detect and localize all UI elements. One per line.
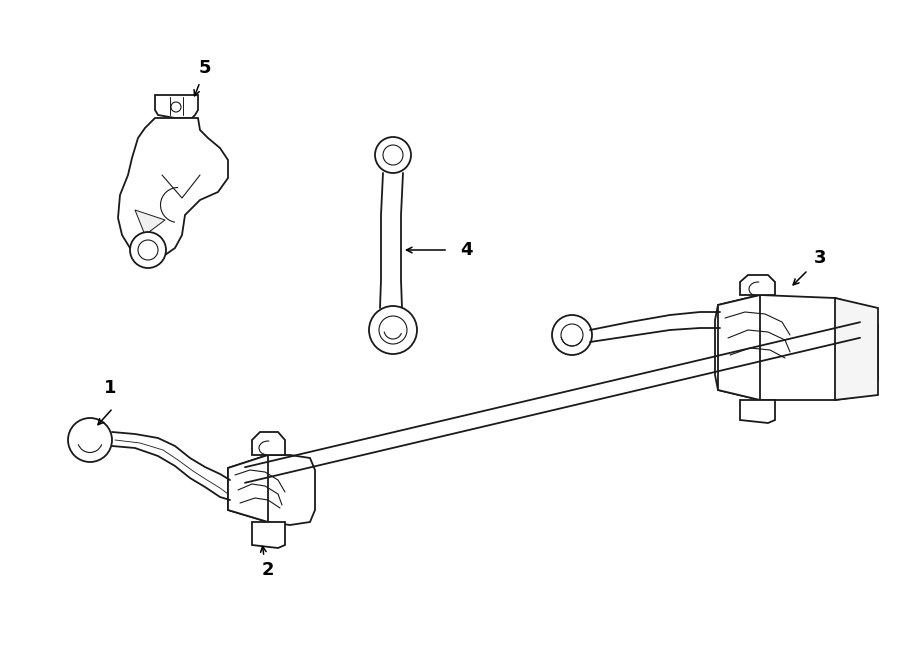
Polygon shape	[718, 295, 760, 400]
Polygon shape	[252, 522, 285, 548]
Circle shape	[552, 315, 592, 355]
Polygon shape	[715, 295, 878, 400]
Polygon shape	[118, 118, 228, 258]
Polygon shape	[228, 455, 315, 525]
Circle shape	[379, 316, 407, 344]
Polygon shape	[740, 400, 775, 423]
Circle shape	[561, 324, 583, 346]
Circle shape	[383, 145, 403, 165]
Text: 3: 3	[814, 249, 826, 267]
Polygon shape	[135, 210, 165, 235]
Text: 1: 1	[104, 379, 116, 397]
Text: 2: 2	[262, 561, 274, 579]
Text: 4: 4	[460, 241, 473, 259]
Text: 5: 5	[199, 59, 212, 77]
Polygon shape	[155, 95, 198, 118]
Polygon shape	[835, 298, 878, 400]
Circle shape	[375, 137, 411, 173]
Circle shape	[68, 418, 112, 462]
Circle shape	[171, 102, 181, 112]
Polygon shape	[228, 455, 268, 522]
Polygon shape	[252, 432, 285, 455]
Polygon shape	[740, 275, 775, 295]
Circle shape	[138, 240, 158, 260]
Circle shape	[369, 306, 417, 354]
Circle shape	[130, 232, 166, 268]
